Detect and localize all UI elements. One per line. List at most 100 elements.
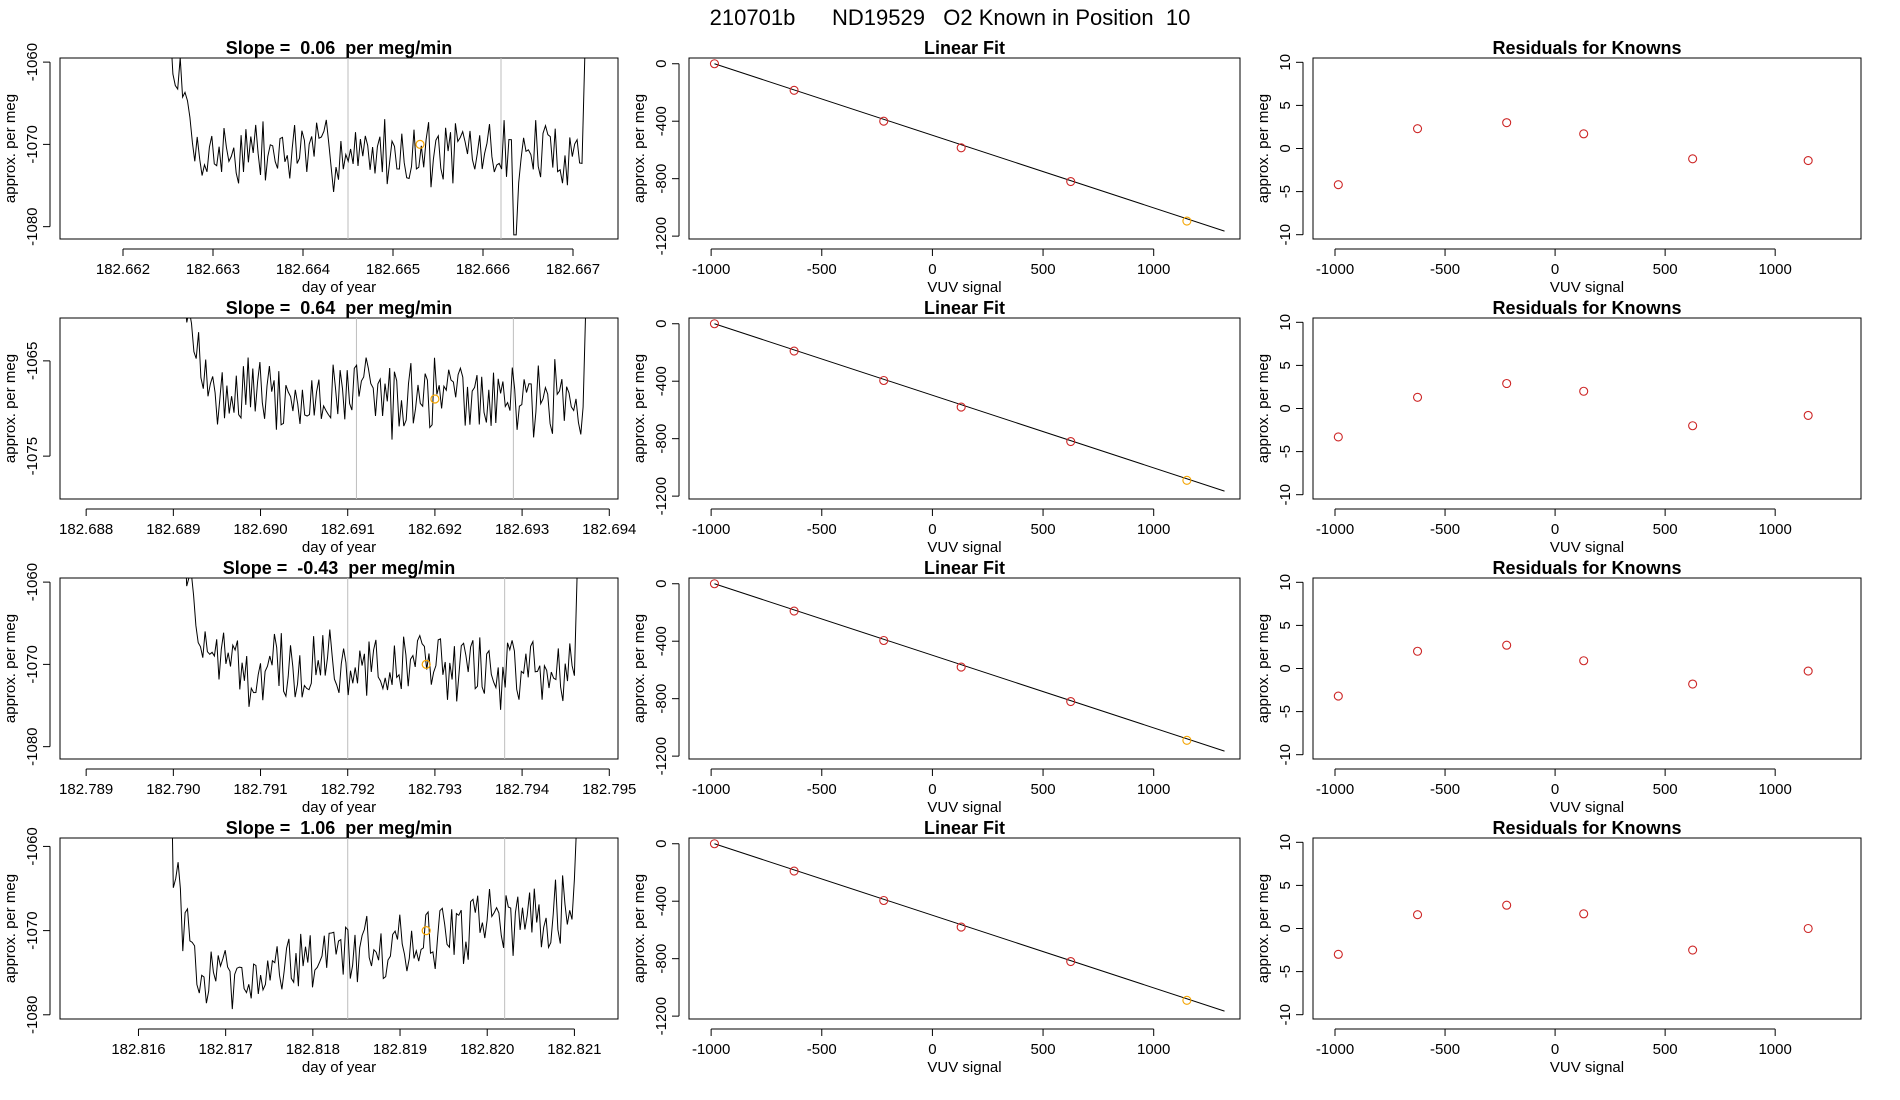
y-tick-label: -1080	[24, 996, 41, 1034]
x-tick-label: -500	[807, 521, 837, 538]
data-point	[789, 606, 799, 616]
x-tick-label: 182.792	[321, 781, 375, 798]
x-axis: -1000 -500 0 500 1000 VUV signal	[692, 508, 1170, 556]
chart-title: Residuals for Knowns	[1492, 38, 1681, 58]
chart-title: Slope = 0.64 per meg/min	[226, 298, 453, 318]
data-point	[956, 402, 966, 412]
x-tick-label: 500	[1653, 261, 1678, 278]
data-point	[709, 579, 719, 589]
plot-area	[171, 838, 577, 1019]
x-tick-label: 500	[1653, 781, 1678, 798]
x-axis-label: day of year	[302, 799, 376, 816]
x-axis: -1000 -500 0 500 1000 VUV signal	[1316, 248, 1792, 296]
x-tick-label: 182.794	[495, 781, 549, 798]
data-point	[789, 866, 799, 876]
x-tick-label: 0	[1551, 261, 1559, 278]
plot-frame	[1312, 57, 1862, 240]
chart-title: Residuals for Knowns	[1492, 818, 1681, 838]
data-point	[1182, 475, 1192, 485]
y-tick-label: -10	[1277, 1004, 1294, 1026]
data-point	[1579, 386, 1589, 396]
y-tick-label: -1060	[24, 563, 41, 601]
y-tick-label: -5	[1277, 185, 1294, 198]
panel-4-3: Residuals for Knowns -1000 -500 0 500 1000 VUV…	[1255, 818, 1862, 1076]
y-tick-label: 5	[1277, 361, 1294, 369]
x-tick-label: -500	[807, 1041, 837, 1058]
x-tick-label: 500	[1031, 261, 1056, 278]
chart-title: Slope = -0.43 per meg/min	[223, 558, 456, 578]
y-tick-label: 10	[1277, 834, 1294, 851]
y-axis: -1075 -1065 approx. per meg	[2, 342, 51, 475]
plot-area	[185, 578, 578, 759]
data-point	[1412, 646, 1423, 656]
data-point	[789, 85, 799, 95]
y-axis: -1080 -1070 -1060 approx. per meg	[2, 563, 51, 766]
x-axis-label: VUV signal	[1550, 1059, 1624, 1076]
y-tick-label: 0	[1277, 144, 1294, 152]
data-point	[1333, 432, 1343, 442]
x-tick-label: 1000	[1758, 781, 1791, 798]
x-tick-label: -1000	[1316, 261, 1354, 278]
y-tick-label: 0	[653, 840, 670, 848]
x-axis-label: day of year	[302, 539, 376, 556]
data-point	[879, 375, 889, 386]
y-axis: -10 -5 0 5 10 approx. per meg	[1255, 574, 1304, 766]
data-point	[1579, 656, 1589, 666]
x-tick-label: 1000	[1758, 521, 1791, 538]
y-tick-label: -800	[653, 944, 670, 974]
x-tick-label: 500	[1031, 1041, 1056, 1058]
y-tick-label: 0	[653, 60, 670, 68]
data-point	[1502, 118, 1512, 128]
x-tick-label: 0	[928, 521, 936, 538]
x-tick-label: 1000	[1137, 1041, 1170, 1058]
y-tick-label: 0	[653, 580, 670, 588]
data-point	[956, 662, 966, 672]
data-point	[1803, 666, 1813, 676]
y-tick-label: 0	[1277, 664, 1294, 672]
x-tick-label: 182.663	[186, 261, 240, 278]
panel-1-2: Linear Fit -1000 -500 0 500 1000 VUV signal -12…	[631, 38, 1241, 296]
plot-area	[1333, 378, 1813, 442]
plot-area	[185, 318, 586, 499]
x-tick-label: 182.662	[96, 261, 150, 278]
x-tick-label: 182.795	[582, 781, 636, 798]
highlight-point	[430, 394, 440, 404]
y-tick-label: -800	[653, 684, 670, 714]
plot-frame	[1312, 317, 1862, 500]
x-axis: -1000 -500 0 500 1000 VUV signal	[692, 768, 1170, 816]
data-point	[709, 839, 719, 849]
y-axis: -1200 -800 -400 0 approx. per meg	[631, 840, 680, 1035]
y-axis-label: approx. per meg	[631, 94, 648, 203]
x-axis: 182.816 182.817 182.818 182.819 182.820 182.8…	[111, 1028, 602, 1076]
y-tick-label: 5	[1277, 621, 1294, 629]
data-point	[1066, 436, 1076, 447]
y-tick-label: -10	[1277, 224, 1294, 246]
x-tick-label: 182.819	[373, 1041, 427, 1058]
x-tick-label: 182.789	[59, 781, 113, 798]
data-point	[1182, 216, 1192, 226]
x-tick-label: 182.665	[366, 261, 420, 278]
y-tick-label: -1200	[653, 737, 670, 775]
data-point	[1688, 945, 1698, 955]
plot-frame	[688, 837, 1241, 1020]
fit-line	[714, 323, 1225, 492]
y-axis: -1080 -1070 -1060 approx. per meg	[2, 43, 51, 246]
panel-1-3: Residuals for Knowns -1000 -500 0 500 1000 VUV…	[1255, 38, 1862, 296]
x-tick-label: -500	[1430, 781, 1460, 798]
x-tick-label: -500	[807, 261, 837, 278]
y-tick-label: -400	[653, 106, 670, 136]
data-point	[879, 116, 889, 126]
data-point	[1803, 923, 1813, 934]
data-point	[1688, 679, 1698, 689]
y-tick-label: -1070	[24, 645, 41, 683]
chart-title: Linear Fit	[924, 298, 1005, 318]
x-tick-label: -1000	[692, 521, 730, 538]
x-tick-label: -1000	[1316, 1041, 1354, 1058]
x-tick-label: 182.692	[408, 521, 462, 538]
data-series-line	[171, 838, 577, 1010]
x-tick-label: 182.817	[199, 1041, 253, 1058]
x-tick-label: 500	[1031, 781, 1056, 798]
